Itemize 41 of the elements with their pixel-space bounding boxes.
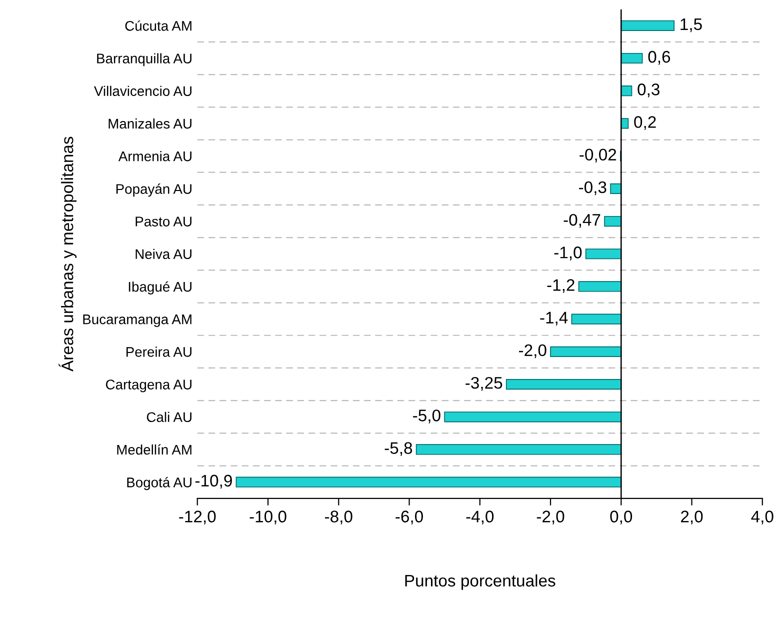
data-label: -0,47 bbox=[564, 214, 600, 228]
data-label: 0,3 bbox=[638, 84, 660, 98]
data-label: -10,9 bbox=[195, 474, 232, 489]
data-label: -5,8 bbox=[384, 442, 412, 456]
x-tick-label: 2,0 bbox=[681, 510, 703, 524]
x-tick-label: -8,0 bbox=[325, 510, 352, 524]
y-tick-label: Medellín AM bbox=[117, 444, 192, 455]
y-tick-label: Ibagué AU bbox=[128, 281, 192, 294]
data-label: -2,0 bbox=[519, 344, 546, 358]
y-tick-label: Villavicencio AU bbox=[94, 86, 192, 96]
x-tick-label: -2,0 bbox=[536, 510, 564, 524]
y-tick-label: Cúcuta AM bbox=[125, 20, 192, 31]
x-tick-label: -10,0 bbox=[250, 510, 286, 524]
x-axis-title: Puntos porcentuales bbox=[405, 574, 556, 590]
data-label: 1,5 bbox=[680, 18, 702, 32]
y-tick-label: Armenia AU bbox=[118, 151, 192, 162]
y-tick-label: Bucaramanga AM bbox=[83, 314, 192, 327]
data-label: -5,0 bbox=[413, 410, 440, 424]
y-tick-label: Cali AU bbox=[146, 412, 192, 422]
y-axis-title: Áreas urbanas y metropolitanas bbox=[58, 136, 77, 372]
data-label: 0,6 bbox=[648, 50, 670, 65]
data-label: -1,0 bbox=[554, 246, 582, 260]
data-label: 0,2 bbox=[634, 116, 656, 130]
y-tick-label: Pasto AU bbox=[136, 216, 192, 226]
x-tick-label: 0,0 bbox=[610, 510, 632, 524]
data-label: -3,25 bbox=[466, 376, 502, 391]
x-tick-label: -6,0 bbox=[396, 510, 423, 524]
y-tick-label: Manizales AU bbox=[108, 118, 192, 129]
y-tick-label: Pereira AU bbox=[126, 346, 192, 357]
x-tick-label: -4,0 bbox=[466, 510, 494, 524]
y-tick-label: Neiva AU bbox=[136, 248, 192, 260]
data-label: -1,2 bbox=[547, 279, 574, 293]
data-label: -1,4 bbox=[540, 312, 568, 326]
data-label: -0,3 bbox=[579, 181, 606, 196]
y-tick-label: Bogotá AU bbox=[127, 476, 192, 490]
y-tick-label: Popayán AU bbox=[116, 184, 192, 197]
x-tick-label: 4,0 bbox=[751, 510, 774, 524]
y-tick-label: Cartagena AU bbox=[106, 380, 192, 392]
x-tick-label: -12,0 bbox=[179, 510, 216, 524]
y-tick-label: Barranquilla AU bbox=[97, 53, 192, 66]
data-label: -0,02 bbox=[580, 148, 616, 163]
